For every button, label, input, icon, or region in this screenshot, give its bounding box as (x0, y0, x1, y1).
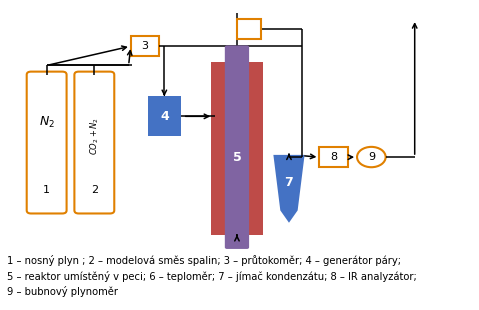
Text: 1: 1 (43, 185, 50, 195)
FancyBboxPatch shape (237, 19, 261, 39)
Polygon shape (274, 155, 305, 223)
FancyBboxPatch shape (74, 72, 114, 214)
Text: 8: 8 (330, 152, 337, 162)
Text: 5: 5 (233, 151, 241, 164)
FancyBboxPatch shape (27, 72, 67, 214)
Text: 4: 4 (160, 110, 169, 123)
Text: $N_2$: $N_2$ (39, 115, 55, 130)
Text: 9: 9 (368, 152, 375, 162)
FancyBboxPatch shape (211, 62, 263, 235)
Circle shape (357, 147, 386, 167)
FancyBboxPatch shape (319, 147, 347, 167)
FancyBboxPatch shape (225, 45, 249, 249)
FancyBboxPatch shape (148, 96, 181, 136)
Text: 3: 3 (141, 41, 148, 51)
Text: 1 – nosný plyn ; 2 – modelová směs spalin; 3 – průtokoměr; 4 – generátor páry;
5: 1 – nosný plyn ; 2 – modelová směs spali… (7, 255, 417, 297)
Text: 7: 7 (285, 176, 293, 189)
Text: $CO_2 + N_2$: $CO_2 + N_2$ (88, 117, 101, 155)
Text: 6: 6 (245, 24, 252, 34)
FancyBboxPatch shape (131, 36, 159, 56)
Text: 2: 2 (91, 185, 98, 195)
